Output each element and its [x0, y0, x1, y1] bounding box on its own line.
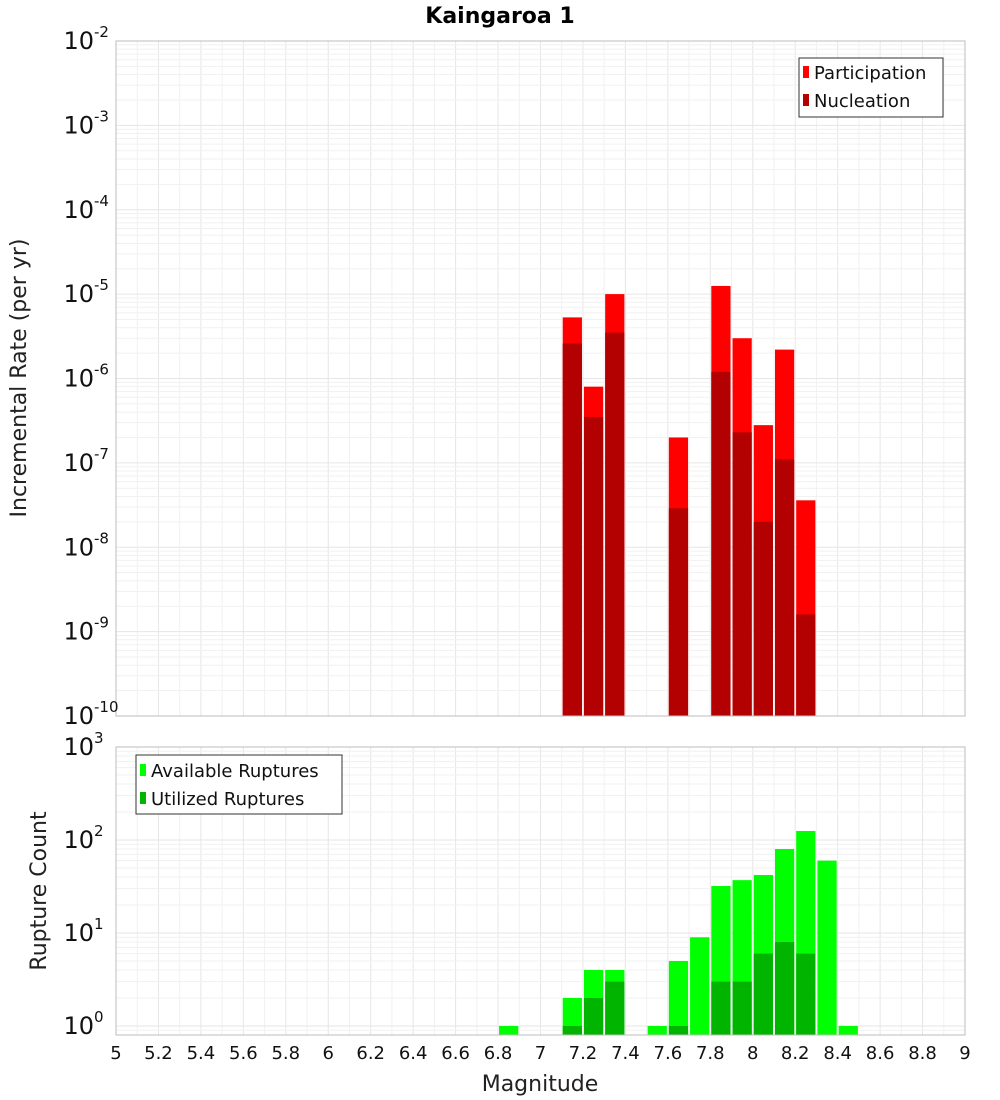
- count-bar-a: [668, 960, 689, 1035]
- y-tick-label: 10: [63, 618, 94, 646]
- count-bar-b: [732, 981, 752, 1035]
- y-tick-exponent: -7: [94, 445, 109, 463]
- x-tick-label: 7.2: [569, 1043, 598, 1064]
- bottom-legend: Available Ruptures Utilized Ruptures: [135, 754, 343, 815]
- count-bar-b: [562, 1025, 582, 1035]
- y-tick-label: 10: [63, 196, 94, 224]
- count-bar-a: [647, 1025, 667, 1035]
- x-tick-label: 8.6: [866, 1043, 895, 1064]
- top-bars: [562, 285, 816, 716]
- legend-label-utilized: Utilized Ruptures: [151, 789, 304, 810]
- y-tick-exponent: 2: [94, 822, 104, 840]
- rate-bar-b: [583, 416, 604, 716]
- x-tick-label: 5.8: [271, 1043, 300, 1064]
- count-bar-a: [690, 937, 710, 1035]
- top-legend-box: [798, 57, 944, 118]
- x-tick-label: 6.6: [441, 1043, 470, 1064]
- bottom-plot-frame: [115, 746, 966, 1036]
- count-bar-b: [753, 953, 773, 1035]
- y-tick-exponent: 1: [94, 915, 104, 933]
- count-bar-a: [817, 860, 837, 1035]
- count-bar-b: [774, 942, 795, 1035]
- y-tick-label: 10: [63, 1012, 94, 1040]
- y-tick-label: 10: [63, 826, 94, 854]
- y-tick-exponent: -6: [94, 361, 109, 379]
- count-bar-b: [605, 981, 625, 1035]
- y-tick-exponent: 3: [94, 729, 104, 747]
- bottom-y-axis-label: Rupture Count: [27, 811, 52, 971]
- y-tick-label: 10: [63, 449, 94, 477]
- rate-bar-b: [668, 508, 689, 716]
- x-tick-label: 6.8: [484, 1043, 513, 1064]
- y-tick-exponent: -9: [94, 614, 109, 632]
- x-tick-label: 5: [110, 1043, 121, 1064]
- x-tick-label: 8.8: [908, 1043, 937, 1064]
- x-tick-label: 7.4: [611, 1043, 640, 1064]
- x-tick-label: 6.4: [399, 1043, 428, 1064]
- legend-swatch-utilized: [140, 792, 146, 804]
- y-tick-label: 10: [63, 365, 94, 393]
- rate-bar-b: [753, 521, 773, 716]
- legend-swatch-available: [140, 764, 146, 776]
- legend-swatch-nucleation: [803, 94, 809, 106]
- x-tick-label: 5.6: [229, 1043, 258, 1064]
- legend-label-participation: Participation: [814, 63, 926, 84]
- count-bar-a: [562, 997, 582, 1035]
- y-tick-exponent: -2: [94, 23, 109, 41]
- y-tick-exponent: -10: [94, 698, 119, 716]
- count-bar-b: [711, 981, 731, 1035]
- top-legend: Participation Nucleation: [798, 57, 944, 118]
- x-tick-label: 6.2: [356, 1043, 385, 1064]
- rate-bar-b: [796, 614, 816, 716]
- y-tick-label: 10: [63, 733, 94, 761]
- count-bar-b: [583, 997, 604, 1035]
- y-tick-label: 10: [63, 533, 94, 561]
- rate-bar-b: [562, 343, 582, 716]
- top-grid: [115, 40, 966, 717]
- y-tick-exponent: -5: [94, 276, 109, 294]
- count-bar-a: [499, 1025, 519, 1035]
- top-plot-frame: [115, 40, 966, 717]
- top-y-axis-label: Incremental Rate (per yr): [7, 239, 32, 518]
- x-axis-label: Magnitude: [482, 1072, 599, 1097]
- x-tick-labels: 5 5.2 5.4 5.6 5.8 6 6.2 6.4 6.6 6.8 7 7.2 7.4 7.6 7.8 8…: [110, 1043, 970, 1064]
- bottom-bars: [499, 830, 858, 1035]
- x-tick-label: 8.4: [823, 1043, 852, 1064]
- chart-title: Kaingaroa 1: [425, 4, 574, 29]
- count-bar-a: [838, 1025, 858, 1035]
- rate-bar-b: [774, 459, 795, 716]
- rate-bar-b: [605, 332, 625, 716]
- count-bar-b: [796, 953, 816, 1035]
- x-tick-label: 7: [535, 1043, 546, 1064]
- rate-bar-b: [711, 371, 731, 716]
- y-tick-label: 10: [63, 919, 94, 947]
- y-tick-label: 10: [63, 280, 94, 308]
- bottom-legend-box: [135, 754, 343, 815]
- y-tick-exponent: -4: [94, 192, 109, 210]
- y-tick-exponent: 0: [94, 1008, 104, 1026]
- legend-swatch-participation: [803, 66, 809, 78]
- y-tick-label: 10: [63, 111, 94, 139]
- x-tick-label: 8: [747, 1043, 758, 1064]
- x-tick-label: 9: [959, 1043, 970, 1064]
- y-tick-label: 10: [63, 702, 94, 730]
- y-tick-exponent: -8: [94, 529, 109, 547]
- x-tick-label: 7.6: [654, 1043, 683, 1064]
- count-bar-b: [668, 1025, 689, 1035]
- x-tick-label: 8.2: [781, 1043, 810, 1064]
- legend-label-available: Available Ruptures: [151, 761, 319, 782]
- x-tick-label: 5.2: [144, 1043, 173, 1064]
- y-tick-exponent: -3: [94, 107, 109, 125]
- x-tick-label: 5.4: [187, 1043, 216, 1064]
- y-tick-label: 10: [63, 27, 94, 55]
- rate-bar-b: [732, 432, 752, 716]
- x-tick-label: 6: [323, 1043, 334, 1064]
- legend-label-nucleation: Nucleation: [814, 91, 910, 112]
- x-tick-label: 7.8: [696, 1043, 725, 1064]
